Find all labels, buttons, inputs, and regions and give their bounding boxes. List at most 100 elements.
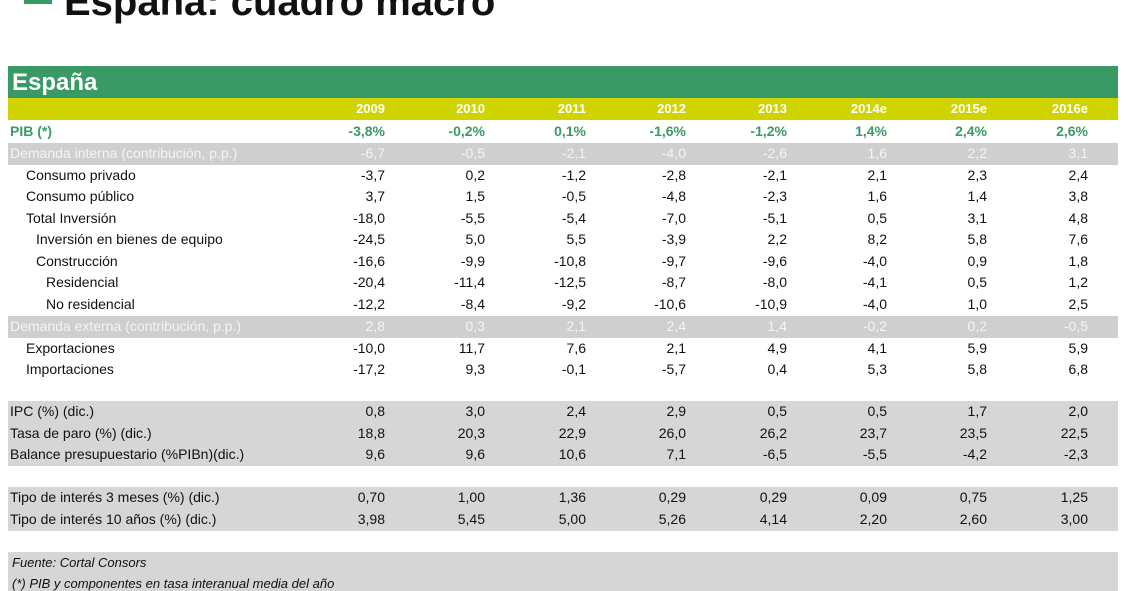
cell-value: 5,00 [558,511,586,527]
row-label: PIB (*) [10,123,52,139]
cell-value: 9,3 [465,361,485,377]
cell-value: -9,6 [762,253,787,269]
gray-block [8,487,1118,531]
table-row: Importaciones -17,2 9,3 -0,1 -5,7 0,4 5,3 5,8 6,… [8,359,1118,381]
cell-value: -6,7 [360,145,385,161]
cell-value: 0,70 [357,489,385,505]
cell-value: 0,5 [867,210,887,226]
cell-value: 9,6 [465,446,485,462]
cell-value: -2,3 [762,188,787,204]
row-label: Total Inversión [26,210,117,226]
year-header: 2013 [758,101,787,116]
row-label: Inversión en bienes de equipo [36,231,223,247]
row-label: Exportaciones [26,340,115,356]
cell-value: 2,2 [967,145,987,161]
cell-value: 5,0 [465,231,485,247]
cell-value: 2,4 [566,403,586,419]
table-row: PIB (*) -3,8% -0,2% 0,1% -1,6% -1,2% 1,4% 2,4% 2… [8,121,1118,143]
year-header: 2012 [657,101,686,116]
cell-value: -0,5 [1063,318,1088,334]
year-header: 2010 [456,101,485,116]
cell-value: 3,0 [465,403,485,419]
row-label: Residencial [46,274,119,290]
cell-value: -1,6% [649,123,686,139]
cell-value: 3,00 [1060,511,1088,527]
cell-value: 0,2 [465,167,485,183]
cell-value: 0,9 [967,253,987,269]
cell-value: -10,6 [654,296,686,312]
cell-value: -0,2% [448,123,485,139]
cell-value: 23,7 [859,425,887,441]
cell-value: -0,5 [460,145,485,161]
cell-value: 1,4 [767,318,787,334]
cell-value: 2,1 [566,318,586,334]
cell-value: -9,9 [460,253,485,269]
table-row: Demanda interna (contribución, p.p.) -6,7… [8,143,1118,165]
cell-value: -2,6 [762,145,787,161]
cell-value: 4,14 [759,511,787,527]
cell-value: 0,2 [967,318,987,334]
cell-value: 5,8 [967,231,987,247]
cell-value: -18,0 [353,210,385,226]
year-header: 2016e [1051,101,1088,116]
cell-value: 2,5 [1068,296,1088,312]
page-title: España: cuadro macro [64,0,496,24]
cell-value: -5,4 [561,210,586,226]
cell-value: -4,0 [862,253,887,269]
table-row: Inversión en bienes de equipo -24,5 5,0 5,5… [8,229,1118,251]
cell-value: 0,29 [759,489,787,505]
source-note: Fuente: Cortal Consors [12,555,147,570]
cell-value: 2,2 [767,231,787,247]
cell-value: -2,8 [661,167,686,183]
cell-value: -8,7 [661,274,686,290]
table-row: Consumo público 3,7 1,5 -0,5 -4,8 -2,3 1,6 1,4 3… [8,186,1118,208]
cell-value: 2,60 [959,511,987,527]
cell-value: -2,1 [561,145,586,161]
cell-value: 3,8 [1068,188,1088,204]
cell-value: 1,0 [967,296,987,312]
cell-value: -8,4 [460,296,485,312]
notes-block [8,552,1118,591]
cell-value: 2,8 [365,318,385,334]
cell-value: -4,0 [862,296,887,312]
cell-value: 2,4% [955,123,987,139]
cell-value: 7,6 [566,340,586,356]
cell-value: 0,5 [967,274,987,290]
cell-value: 5,9 [967,340,987,356]
cell-value: -4,2 [962,446,987,462]
table-row: No residencial -12,2 -8,4 -9,2 -10,6 -10,9 -4,… [8,294,1118,316]
cell-value: -4,0 [661,145,686,161]
cell-value: 11,7 [458,340,485,356]
cell-value: 5,3 [867,361,887,377]
cell-value: 7,1 [666,446,686,462]
cell-value: 2,4 [1068,167,1088,183]
cell-value: -12,2 [353,296,385,312]
cell-value: 2,6% [1056,123,1088,139]
cell-value: 20,3 [457,425,485,441]
cell-value: -10,8 [554,253,586,269]
row-label: Consumo privado [26,167,136,183]
cell-value: 1,8 [1068,253,1088,269]
cell-value: 0,75 [959,489,987,505]
cell-value: -1,2 [561,167,586,183]
cell-value: 0,4 [767,361,787,377]
cell-value: 9,6 [365,446,385,462]
cell-value: -5,5 [460,210,485,226]
cell-value: 2,20 [859,511,887,527]
cell-value: 26,2 [759,425,787,441]
cell-value: 3,98 [357,511,385,527]
cell-value: -10,9 [755,296,787,312]
table-row: Tipo de interés 3 meses (%) (dic.) 0,70 1,… [8,487,1118,509]
year-header: 2015e [950,101,987,116]
cell-value: 0,29 [658,489,686,505]
cell-value: -20,4 [353,274,385,290]
table-title: España [8,66,1118,98]
cell-value: -5,1 [762,210,787,226]
cell-value: -2,3 [1063,446,1088,462]
cell-value: -6,5 [762,446,787,462]
row-label: Consumo público [26,188,135,204]
cell-value: 0,8 [365,403,385,419]
row-label: Tipo de interés 10 años (%) (dic.) [10,511,217,527]
cell-value: 0,5 [867,403,887,419]
cell-value: 5,9 [1068,340,1088,356]
